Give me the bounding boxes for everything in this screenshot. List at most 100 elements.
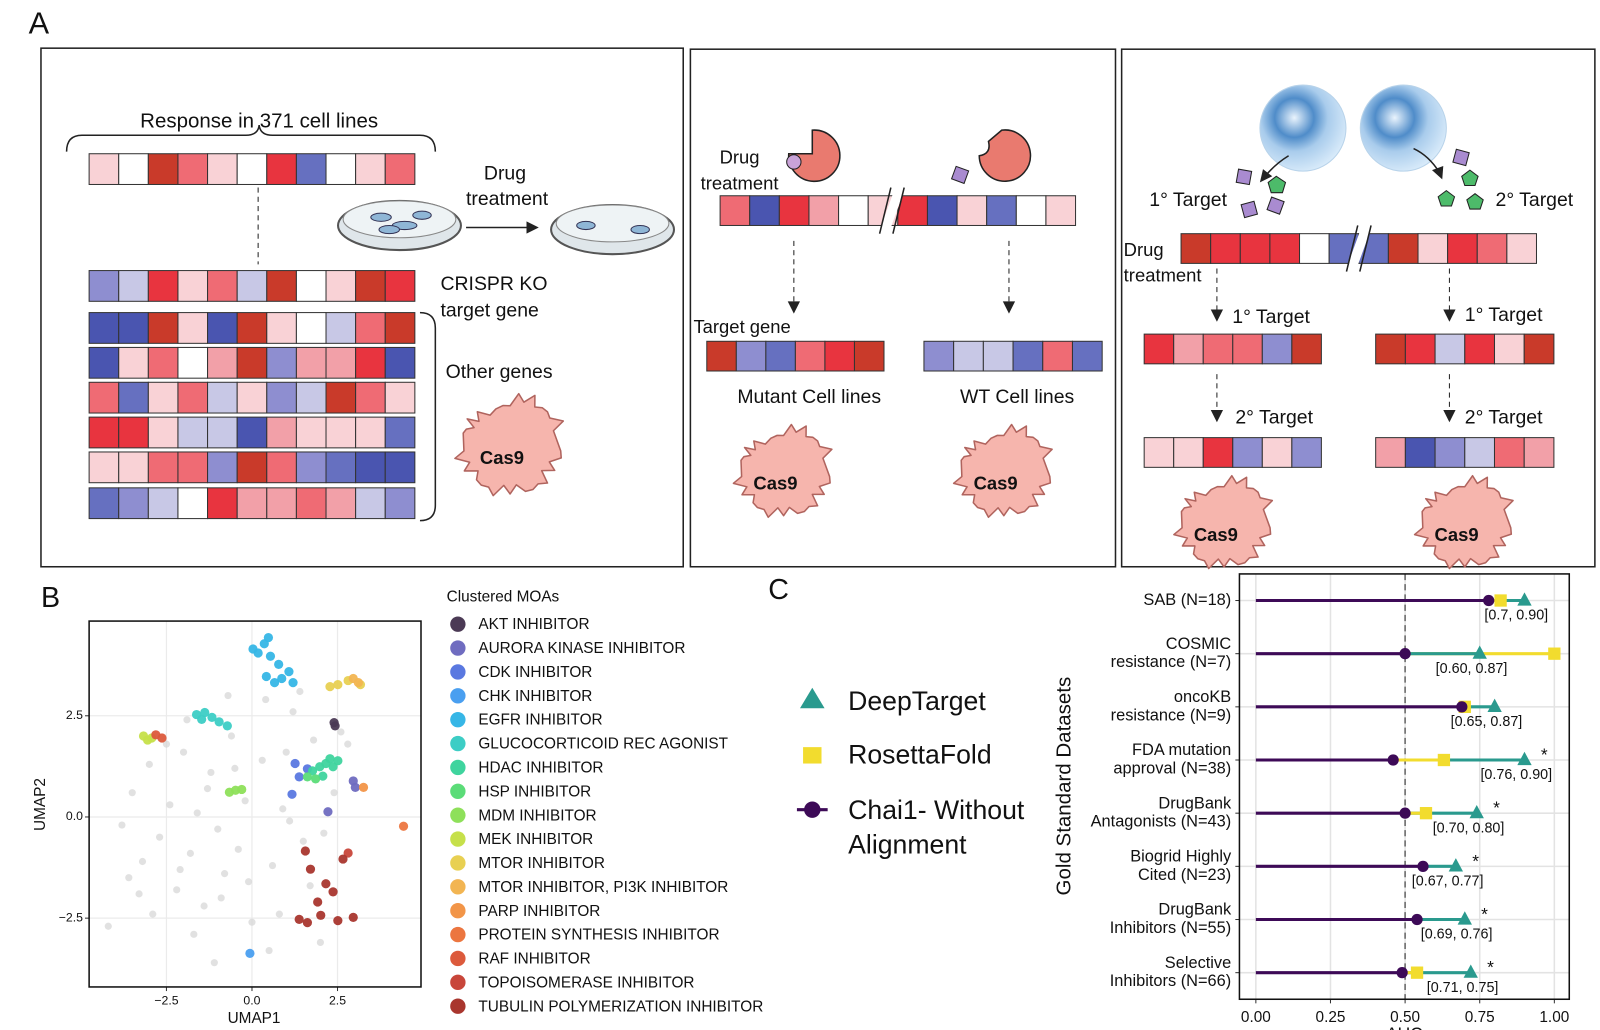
- scatter-point: [321, 879, 331, 889]
- scatter-point: [353, 677, 363, 688]
- heatmap-cell: [207, 312, 238, 344]
- scatter-point: [244, 878, 253, 886]
- x-tick-label: 0.00: [1241, 1009, 1271, 1026]
- scatter-point: [275, 910, 283, 918]
- heatmap-cell: [207, 153, 238, 185]
- heatmap-cell: [1387, 233, 1419, 264]
- heatmap-cell: [325, 312, 357, 344]
- heatmap-cell: [735, 340, 767, 372]
- interval-label: [0.71, 0.75]: [1427, 980, 1499, 996]
- heatmap-cell: [1404, 437, 1436, 468]
- heatmap-cell: [355, 312, 386, 344]
- legend-label: EGFR INHIBITOR: [478, 712, 602, 729]
- heatmap-cell: [147, 312, 179, 344]
- legend-label-box: Chai1- Without Alignment: [848, 794, 1024, 860]
- heatmap-cell: [147, 381, 179, 414]
- y-tick-label: oncoKB: [1174, 688, 1231, 706]
- legend-label: TOPOISOMERASE INHIBITOR: [478, 974, 694, 991]
- interval-label: [0.69, 0.76]: [1421, 927, 1493, 943]
- y-tick-label: COSMIC: [1166, 635, 1232, 653]
- drug-shape: [950, 165, 970, 185]
- marker-triangle: [1469, 804, 1484, 819]
- heatmap-cell: [177, 346, 209, 379]
- marker-square: [1410, 966, 1424, 979]
- heatmap-cell: [266, 153, 297, 185]
- scatter-point: [162, 740, 171, 748]
- marker-circle: [1396, 967, 1408, 979]
- label: treatment: [466, 188, 549, 210]
- scatter-point: [358, 782, 369, 793]
- scatter-point: [286, 817, 294, 825]
- legend-marker: [450, 759, 466, 776]
- scatter-point: [309, 736, 318, 744]
- heatmap-cell: [1493, 437, 1525, 468]
- scatter-point: [318, 771, 328, 781]
- heatmap-cell: [384, 416, 416, 449]
- heatmap-cell: [266, 312, 297, 344]
- heatmap-cell: [1173, 333, 1204, 365]
- heatmap-cell: [982, 340, 1014, 372]
- heatmap-cell: [147, 270, 179, 302]
- heatmap-cell: [749, 195, 780, 226]
- y-axis-label: UMAP2: [32, 778, 49, 831]
- heatmap-cell: [147, 451, 179, 484]
- scatter-point: [279, 805, 287, 813]
- legend-marker: [450, 688, 466, 704]
- heatmap-cell: [118, 451, 149, 484]
- heatmap-cell: [88, 416, 120, 449]
- y-tick-label: resistance (N=9): [1111, 706, 1232, 724]
- cas9-shape: [1173, 474, 1274, 570]
- scatter-point: [125, 874, 133, 882]
- cas9-shape: [952, 423, 1053, 519]
- label: treatment: [1124, 265, 1202, 286]
- heatmap-cell: [147, 153, 179, 185]
- heatmap-cell: [295, 416, 327, 449]
- cas9-label: Cas9: [480, 447, 524, 468]
- label: Drug: [1124, 239, 1164, 260]
- heatmap-cell: [88, 270, 120, 302]
- label: target gene: [440, 300, 538, 322]
- scatter-point: [104, 922, 112, 930]
- heatmap-cell: [118, 487, 149, 520]
- significance-star: *: [1487, 957, 1494, 977]
- heatmap-cell: [1045, 195, 1077, 226]
- legend-marker: [803, 747, 822, 764]
- heatmap-cell: [266, 270, 297, 302]
- heatmap-cell: [207, 270, 238, 302]
- arrow-head: [787, 301, 800, 314]
- break-line: [1345, 225, 1359, 272]
- heatmap-cell: [1269, 233, 1301, 264]
- legend-label: MEK INHIBITOR: [478, 831, 593, 848]
- legend-marker: [450, 831, 466, 847]
- scatter-point: [338, 854, 348, 864]
- x-tick-label: 1.00: [1539, 1009, 1569, 1026]
- scatter-point: [294, 772, 304, 782]
- panel-label: A: [29, 6, 50, 41]
- scatter-point: [176, 865, 184, 874]
- y-tick-label: DrugBank: [1158, 901, 1232, 919]
- legend-label: CHK INHIBITOR: [478, 688, 592, 705]
- interval-label: [0.65, 0.87]: [1451, 714, 1523, 730]
- heatmap-cell: [325, 487, 357, 520]
- legend-marker: [450, 974, 466, 991]
- heatmap-cell: [355, 270, 386, 302]
- scatter-point: [320, 829, 328, 837]
- scatter-point: [166, 801, 174, 809]
- label: Mutant Cell lines: [737, 386, 881, 408]
- heatmap-cell: [384, 487, 416, 520]
- cas9-label: Cas9: [1435, 524, 1479, 545]
- heatmap-cell: [236, 416, 268, 449]
- y-tick-label: DrugBank: [1158, 794, 1232, 812]
- scatter-point: [284, 667, 294, 677]
- y-tick-label: 2.5: [66, 708, 83, 722]
- heatmap-cell: [147, 487, 179, 520]
- heatmap-cell: [236, 270, 268, 302]
- heatmap-cell: [384, 381, 416, 414]
- scatter-point: [222, 721, 232, 731]
- scatter-point: [214, 717, 224, 727]
- heatmap-cell: [1261, 333, 1293, 365]
- heatmap-cell: [384, 153, 416, 185]
- heatmap-cell: [236, 153, 268, 185]
- heatmap-cell: [295, 487, 327, 520]
